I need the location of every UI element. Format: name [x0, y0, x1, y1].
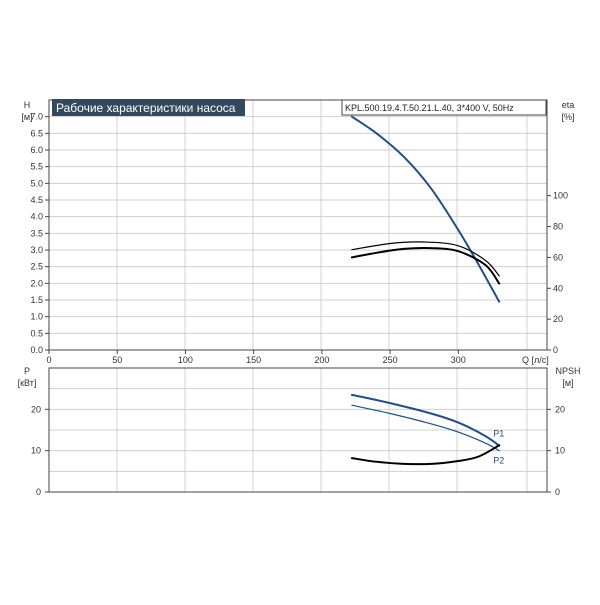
x-tick-label: 300 [451, 355, 466, 365]
bottom-series-p2-line [351, 404, 500, 452]
model-box [341, 99, 547, 116]
p-axis-unit: [кВт] [18, 378, 37, 388]
y2-axis-unit: [%] [561, 112, 574, 122]
y-tick-label: 5.5 [30, 162, 43, 172]
y-tick-label: 2.0 [30, 278, 43, 288]
top-series-2-line [350, 246, 501, 285]
p-axis-name: P [24, 366, 30, 376]
x-axis-label: Q [л/с] [522, 355, 549, 365]
x-tick-label: 200 [314, 355, 329, 365]
bottom-series-p1-line [350, 393, 501, 447]
x-tick-label: 250 [383, 355, 398, 365]
y-tick-label: 6.5 [30, 128, 43, 138]
x-tick-label: 50 [112, 355, 122, 365]
y2-tick-label: 40 [553, 283, 563, 293]
y2-tick-label: 100 [553, 191, 568, 201]
y2-tick-label: 0 [553, 345, 558, 355]
x-tick-label: 150 [246, 355, 261, 365]
p-tick-label: 0 [36, 487, 41, 497]
y-tick-label: 3.5 [30, 228, 43, 238]
y-tick-label: 3.0 [30, 245, 43, 255]
y-tick-label: 4.5 [30, 195, 43, 205]
y-tick-label: 7.0 [30, 112, 43, 122]
y-tick-label: 1.5 [30, 295, 43, 305]
chart-title: Рабочие характеристики насоса [56, 101, 236, 115]
chart-title-box [52, 99, 245, 116]
y-tick-label: 5.0 [30, 178, 43, 188]
y2-tick-label: 20 [553, 314, 563, 324]
npsh-tick-label: 20 [555, 404, 565, 414]
p-tick-label: 20 [31, 404, 41, 414]
x-tick-label: 100 [178, 355, 193, 365]
y-axis-name: H [24, 100, 31, 110]
y-tick-label: 0.5 [30, 328, 43, 338]
top-plot-frame [48, 99, 548, 351]
bottom-series-3-line [350, 444, 501, 466]
npsh-axis-name: NPSH [555, 366, 580, 376]
series-label-p2: P2 [493, 456, 504, 466]
y-tick-label: 0.0 [30, 345, 43, 355]
y2-tick-label: 80 [553, 222, 563, 232]
y-tick-label: 2.5 [30, 262, 43, 272]
npsh-tick-label: 10 [555, 446, 565, 456]
npsh-axis-unit: [м] [562, 378, 573, 388]
bottom-plot-frame [48, 367, 548, 493]
y-tick-label: 6.0 [30, 145, 43, 155]
y-tick-label: 1.0 [30, 312, 43, 322]
y2-tick-label: 60 [553, 252, 563, 262]
series-label-p1: P1 [493, 429, 504, 439]
y2-axis-name: eta [562, 100, 575, 110]
model-label: KPL.500.19.4.T.50.21.L.40, 3*400 V, 50Hz [345, 103, 514, 113]
top-series-1-line [350, 115, 501, 303]
p-tick-label: 10 [31, 446, 41, 456]
top-series-3-line [351, 241, 500, 277]
y-tick-label: 4.0 [30, 212, 43, 222]
npsh-tick-label: 0 [555, 487, 560, 497]
x-tick-label: 0 [46, 355, 51, 365]
y-axis-unit: [м] [21, 112, 32, 122]
